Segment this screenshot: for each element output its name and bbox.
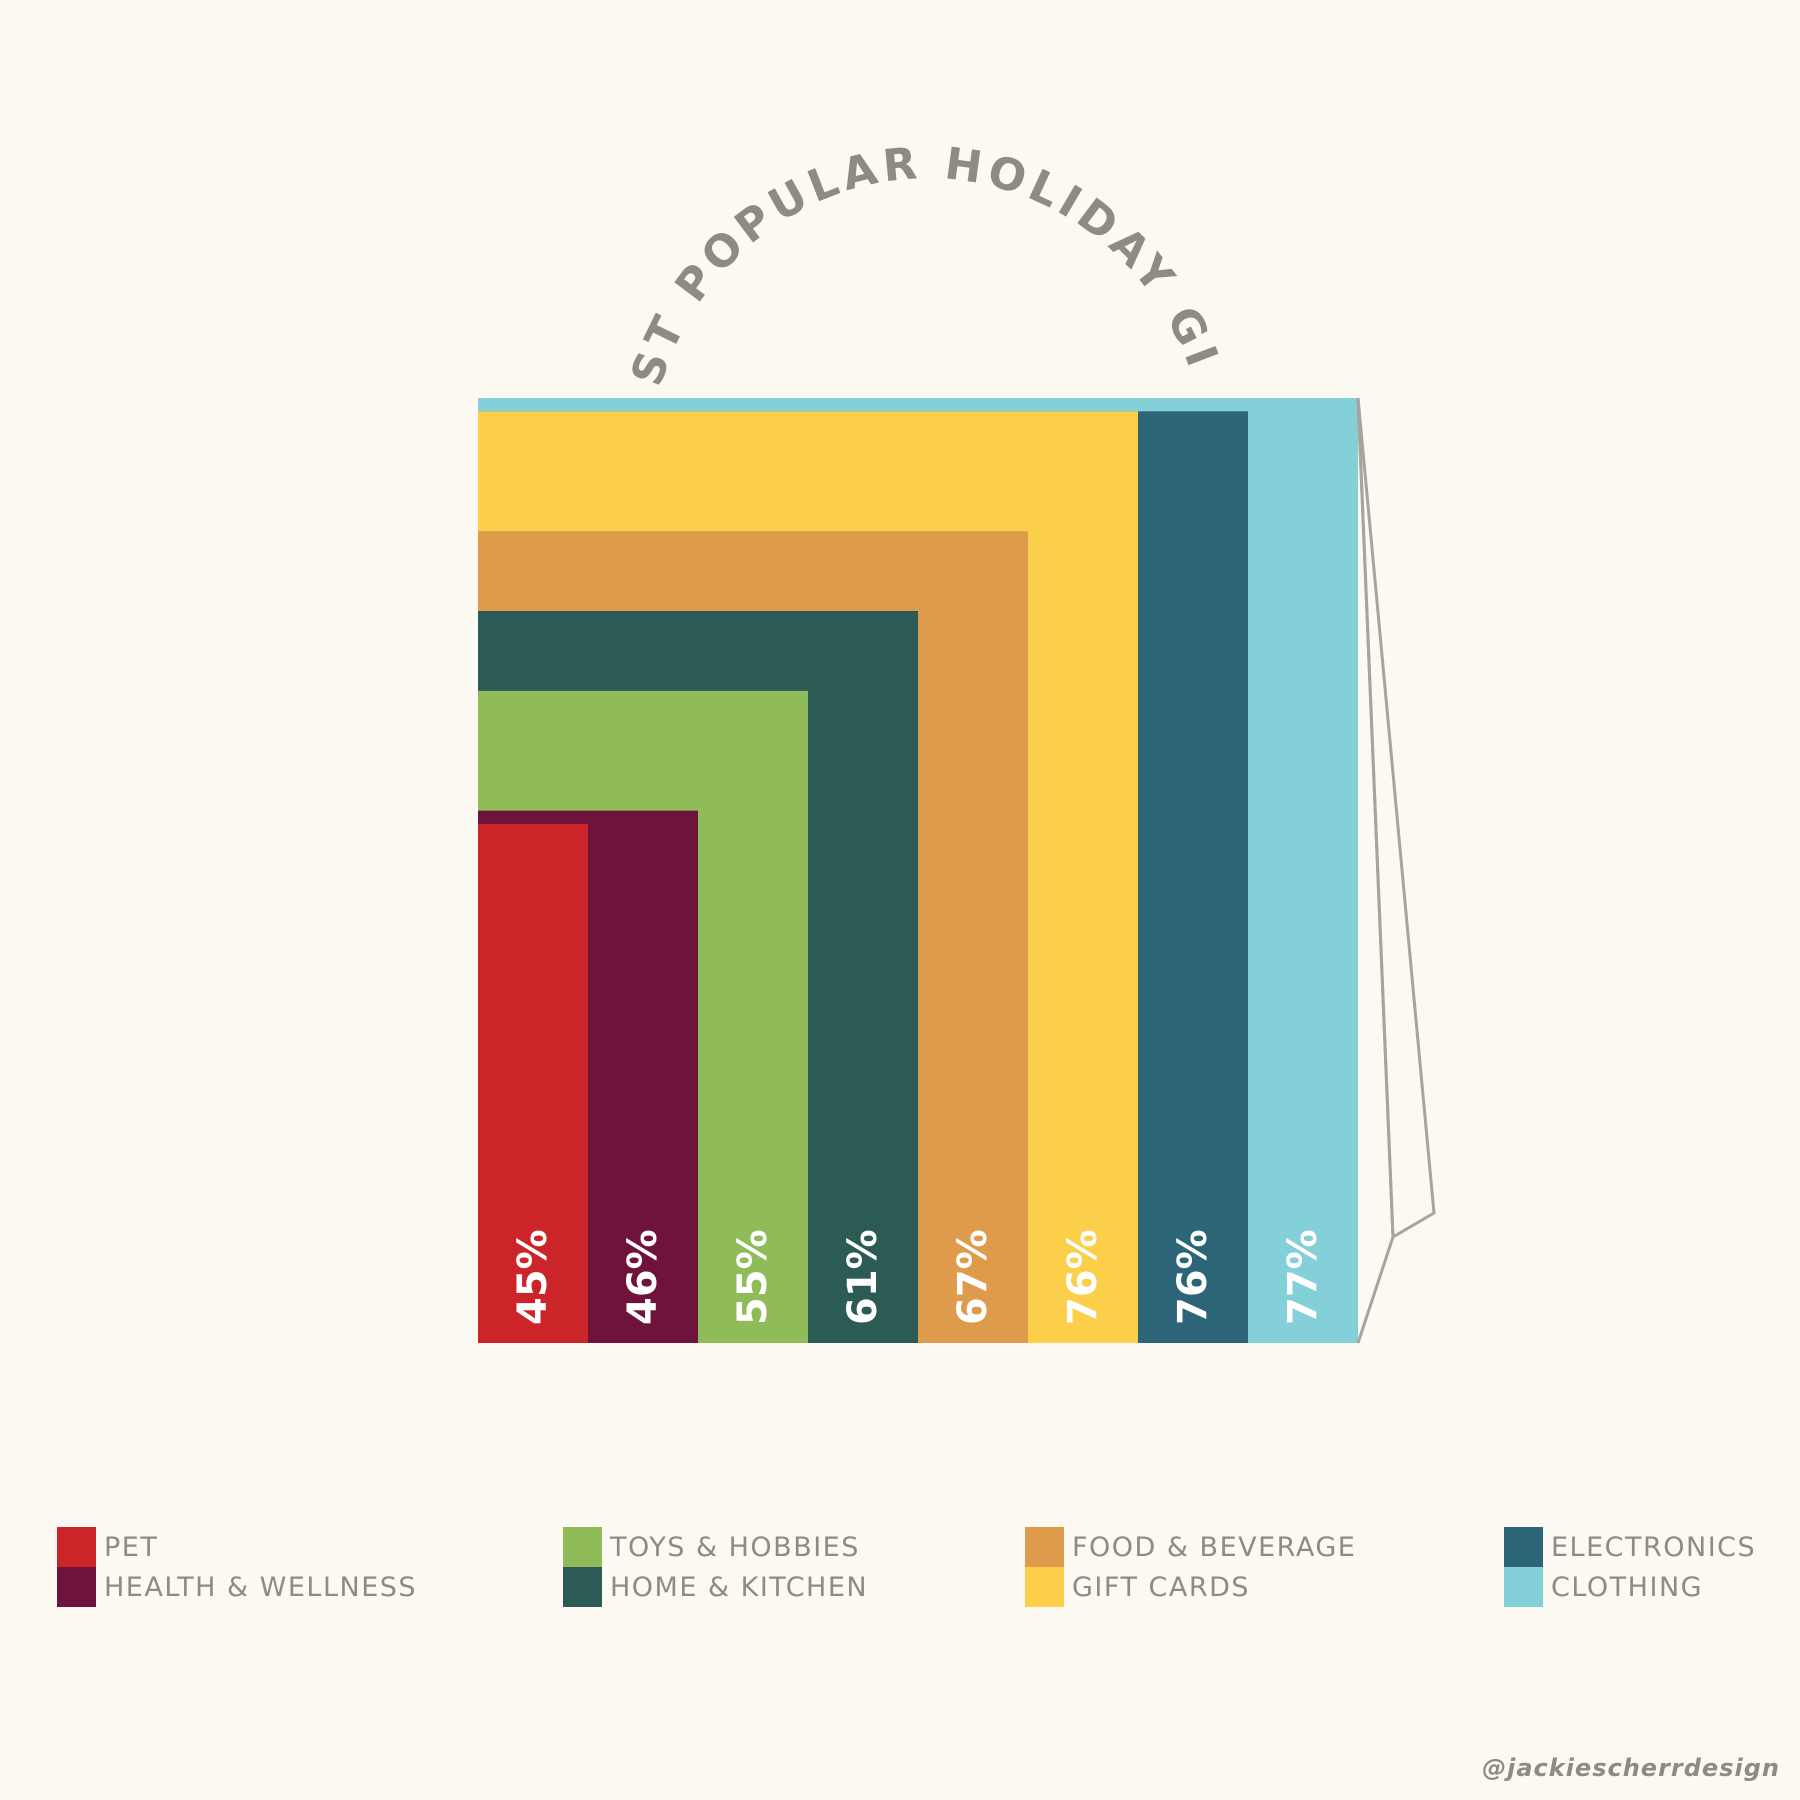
legend-swatch: [1025, 1527, 1064, 1567]
legend-col-2: TOYS & HOBBIES HOME & KITCHEN: [563, 1527, 868, 1607]
legend-swatch: [563, 1527, 602, 1567]
legend-item-clothing: CLOTHING: [1504, 1567, 1756, 1607]
legend-col-4: ELECTRONICS CLOTHING: [1504, 1527, 1756, 1607]
chart-title: MOST POPULAR HOLIDAY GIFTS: [0, 0, 1229, 392]
bars-group: [478, 398, 1358, 1343]
legend-swatch: [563, 1567, 602, 1607]
legend-label: FOOD & BEVERAGE: [1072, 1531, 1357, 1563]
legend-swatch: [57, 1527, 96, 1567]
legend-label: PET: [104, 1531, 159, 1563]
value-label-gift-cards: 76%: [1060, 1229, 1106, 1325]
legend-swatch: [1025, 1567, 1064, 1607]
legend-item-home-kitchen: HOME & KITCHEN: [563, 1567, 868, 1607]
legend-swatch: [1504, 1527, 1543, 1567]
legend-item-pet: PET: [57, 1527, 417, 1567]
value-label-pet: 45%: [510, 1229, 556, 1325]
value-label-food-beverage: 67%: [950, 1229, 996, 1325]
legend-swatch: [57, 1567, 96, 1607]
value-label-home-kitchen: 61%: [840, 1229, 886, 1325]
chart-title-path: MOST POPULAR HOLIDAY GIFTS: [0, 0, 1224, 392]
legend-col-1: PET HEALTH & WELLNESS: [57, 1527, 417, 1607]
legend-label: HOME & KITCHEN: [610, 1571, 869, 1603]
legend-item-food-beverage: FOOD & BEVERAGE: [1025, 1527, 1356, 1567]
credit-handle: @jackiescherrdesign: [1482, 1754, 1780, 1782]
legend-label: ELECTRONICS: [1551, 1531, 1757, 1563]
value-label-health-wellness: 46%: [620, 1229, 666, 1325]
bar-pet: [478, 824, 588, 1343]
legend-label: CLOTHING: [1551, 1571, 1704, 1603]
bag-side-outline: [1356, 397, 1436, 1344]
legend-item-toys-hobbies: TOYS & HOBBIES: [563, 1527, 868, 1567]
legend-item-health-wellness: HEALTH & WELLNESS: [57, 1567, 417, 1607]
value-label-electronics: 76%: [1170, 1229, 1216, 1325]
legend-col-3: FOOD & BEVERAGE GIFT CARDS: [1025, 1527, 1356, 1607]
legend-swatch: [1504, 1567, 1543, 1607]
legend-label: GIFT CARDS: [1072, 1571, 1251, 1603]
legend-item-gift-cards: GIFT CARDS: [1025, 1567, 1356, 1607]
value-label-toys-hobbies: 55%: [730, 1229, 776, 1325]
legend-item-electronics: ELECTRONICS: [1504, 1527, 1756, 1567]
legend-label: TOYS & HOBBIES: [610, 1531, 860, 1563]
value-label-clothing: 77%: [1280, 1229, 1326, 1325]
legend-label: HEALTH & WELLNESS: [104, 1571, 418, 1603]
value-labels-group: 45% 46% 55% 61% 67% 76% 76% 77%: [510, 1229, 1326, 1325]
